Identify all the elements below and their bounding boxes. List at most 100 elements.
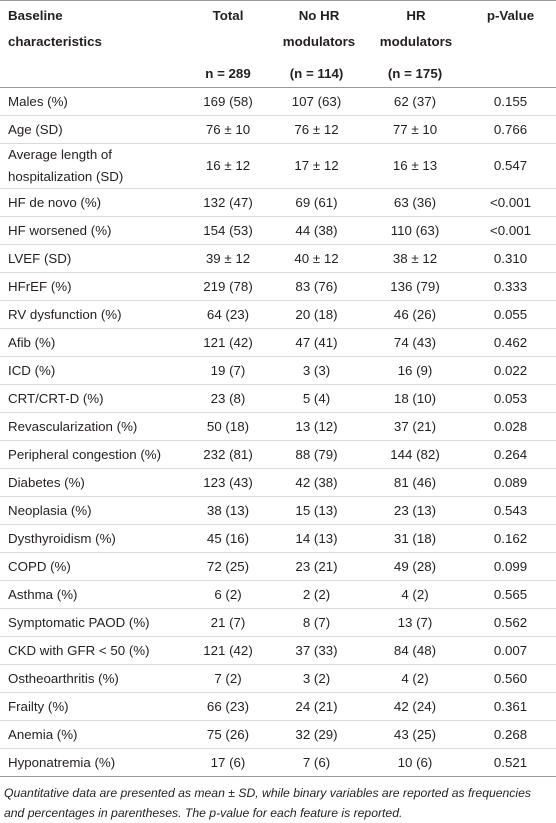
table-cell: 37 (21) (365, 412, 465, 441)
header-row: n = 289 (n = 114) (n = 175) (0, 61, 556, 88)
table-cell: 3 (2) (268, 664, 365, 693)
table-header: Baseline characteristics Total No HR modul… (0, 0, 556, 88)
table-cell: 0.333 (465, 272, 556, 301)
row-label: COPD (%) (0, 552, 188, 581)
table-cell: 0.099 (465, 552, 556, 581)
table-cell: 4 (2) (365, 664, 465, 693)
table-cell: 16 ± 13 (365, 143, 465, 189)
table-cell: 0.543 (465, 496, 556, 525)
table-row: Anemia (%) 75 (26) 32 (29) 43 (25) 0.268 (0, 720, 556, 749)
table-row: COPD (%) 72 (25) 23 (21) 49 (28) 0.099 (0, 552, 556, 581)
table-cell: 19 (7) (188, 356, 268, 385)
row-label: ICD (%) (0, 356, 188, 385)
table-row: Frailty (%) 66 (23) 24 (21) 42 (24) 0.361 (0, 692, 556, 721)
table-cell: 14 (13) (268, 524, 365, 553)
table-cell: 0.007 (465, 636, 556, 665)
table-cell: 169 (58) (188, 87, 268, 116)
row-label: Ostheoarthritis (%) (0, 664, 188, 693)
column-header-text: HR modulators (379, 8, 453, 49)
table-cell: 81 (46) (365, 468, 465, 497)
row-label: CRT/CRT-D (%) (0, 384, 188, 413)
row-label: Anemia (%) (0, 720, 188, 749)
table-cell: 110 (63) (365, 216, 465, 245)
row-label: Dysthyroidism (%) (0, 524, 188, 553)
row-label: Peripheral congestion (%) (0, 440, 188, 469)
table-cell: 83 (76) (268, 272, 365, 301)
table-row: HFrEF (%) 219 (78) 83 (76) 136 (79) 0.333 (0, 272, 556, 301)
table-cell: 0.361 (465, 692, 556, 721)
table-cell: 23 (8) (188, 384, 268, 413)
table-row: ICD (%) 19 (7) 3 (3) 16 (9) 0.022 (0, 356, 556, 385)
column-header: Total (188, 0, 268, 61)
table-cell: 13 (12) (268, 412, 365, 441)
table-cell: 32 (29) (268, 720, 365, 749)
table-cell: 31 (18) (365, 524, 465, 553)
row-label: Afib (%) (0, 328, 188, 357)
table-row: RV dysfunction (%) 64 (23) 20 (18) 46 (26) 0… (0, 300, 556, 329)
table-cell: 66 (23) (188, 692, 268, 721)
column-header-text: p-Value (486, 8, 535, 23)
table-row: Ostheoarthritis (%) 7 (2) 3 (2) 4 (2) 0.560 (0, 664, 556, 693)
table: Baseline characteristics Total No HR modul… (0, 0, 556, 777)
table-cell: 84 (48) (365, 636, 465, 665)
table-row: Diabetes (%) 123 (43) 42 (38) 81 (46) 0.089 (0, 468, 556, 497)
table-row: Age (SD) 76 ± 10 76 ± 12 77 ± 10 0.766 (0, 115, 556, 144)
table-row: Symptomatic PAOD (%) 21 (7) 8 (7) 13 (7) 0.5… (0, 608, 556, 637)
row-label: Revascularization (%) (0, 412, 188, 441)
table-cell: 24 (21) (268, 692, 365, 721)
table-cell: 16 ± 12 (188, 143, 268, 189)
table-cell: 0.264 (465, 440, 556, 469)
column-header-text: No HR modulators (282, 8, 356, 49)
table-row: Afib (%) 121 (42) 47 (41) 74 (43) 0.462 (0, 328, 556, 357)
table-cell: 63 (36) (365, 188, 465, 217)
table-cell: 13 (7) (365, 608, 465, 637)
table-cell: 76 ± 12 (268, 115, 365, 144)
table-cell: 5 (4) (268, 384, 365, 413)
table-cell: 18 (10) (365, 384, 465, 413)
table-cell: 17 (6) (188, 748, 268, 777)
table-cell: 107 (63) (268, 87, 365, 116)
row-label: HF worsened (%) (0, 216, 188, 245)
table-cell: 44 (38) (268, 216, 365, 245)
table-body: Males (%) 169 (58) 107 (63) 62 (37) 0.155 Age… (0, 87, 556, 777)
column-header-text: Baseline characteristics (8, 8, 102, 49)
table-cell: <0.001 (465, 216, 556, 245)
table-cell: 0.089 (465, 468, 556, 497)
table-row: Asthma (%) 6 (2) 2 (2) 4 (2) 0.565 (0, 580, 556, 609)
row-label: CKD with GFR < 50 (%) (0, 636, 188, 665)
table-cell: 0.565 (465, 580, 556, 609)
table-cell: 38 ± 12 (365, 244, 465, 273)
table-cell: 6 (2) (188, 580, 268, 609)
table-cell: 121 (42) (188, 328, 268, 357)
table-cell: 74 (43) (365, 328, 465, 357)
table-cell: 123 (43) (188, 468, 268, 497)
table-cell: 72 (25) (188, 552, 268, 581)
row-label: Symptomatic PAOD (%) (0, 608, 188, 637)
table-cell: 77 ± 10 (365, 115, 465, 144)
table-cell: 42 (24) (365, 692, 465, 721)
table-cell: <0.001 (465, 188, 556, 217)
table-cell: 132 (47) (188, 188, 268, 217)
table-cell: 43 (25) (365, 720, 465, 749)
table-cell: 0.162 (465, 524, 556, 553)
table-cell: 7 (6) (268, 748, 365, 777)
table-cell: 121 (42) (188, 636, 268, 665)
table-cell: 0.462 (465, 328, 556, 357)
table-cell: 75 (26) (188, 720, 268, 749)
row-label: Average length of hospitalization (SD) (0, 143, 188, 189)
table-row: HF worsened (%) 154 (53) 44 (38) 110 (63) <0… (0, 216, 556, 245)
table-row: LVEF (SD) 39 ± 12 40 ± 12 38 ± 12 0.310 (0, 244, 556, 273)
column-header: p-Value (465, 0, 556, 61)
table-cell: 0.766 (465, 115, 556, 144)
table-row: HF de novo (%) 132 (47) 69 (61) 63 (36) <0.0… (0, 188, 556, 217)
table-cell: 0.268 (465, 720, 556, 749)
table-cell: 0.562 (465, 608, 556, 637)
empty-cell (0, 61, 188, 88)
table-cell: 0.055 (465, 300, 556, 329)
table-cell: 154 (53) (188, 216, 268, 245)
empty-cell (465, 61, 556, 88)
table-cell: 42 (38) (268, 468, 365, 497)
sample-size: (n = 114) (268, 61, 365, 88)
table-cell: 88 (79) (268, 440, 365, 469)
table-cell: 8 (7) (268, 608, 365, 637)
